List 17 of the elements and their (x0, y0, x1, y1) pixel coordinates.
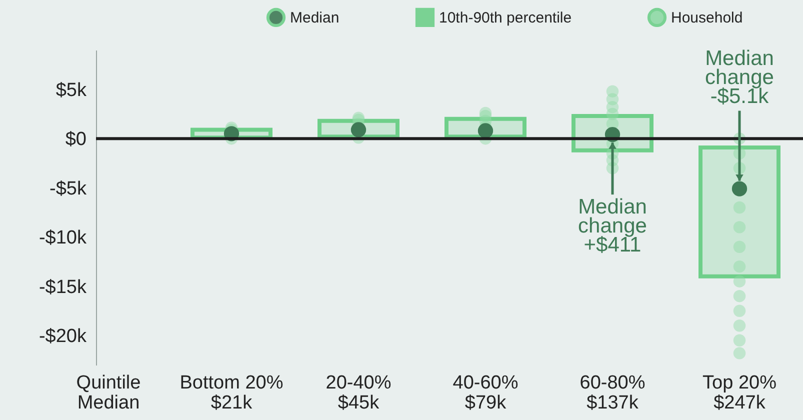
x-tick-label: 20-40% $45k (326, 372, 392, 414)
x-tick-label: 40-60% $79k (452, 372, 518, 414)
annotation: Median change +$411 (578, 196, 647, 257)
y-tick-label: -$20k (38, 326, 87, 347)
x-tick-label: Top 20% $247k (702, 372, 777, 414)
y-tick-label: $5k (56, 80, 87, 101)
legend-label: 10th-90th percentile (439, 9, 572, 26)
annotation: Median change -$5.1k (705, 46, 774, 108)
y-tick-label: -$15k (38, 276, 87, 298)
x-tick-label: Bottom 20% $21k (180, 372, 284, 414)
y-tick-label: -$10k (38, 228, 87, 249)
y-tick-label: $0 (65, 129, 86, 150)
x-axis-title: Quintile Median (76, 372, 141, 414)
x-tick-label: 60-80% $137k (580, 372, 646, 414)
legend-label: Median (290, 9, 340, 26)
legend-label: Household (671, 9, 743, 26)
y-tick-label: -$5k (50, 178, 87, 200)
